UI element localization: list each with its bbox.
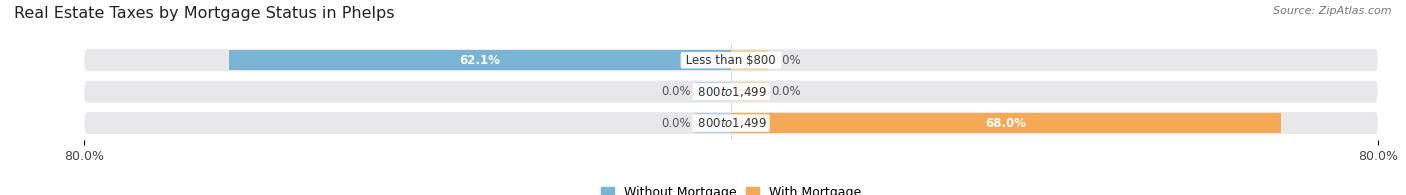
Text: Real Estate Taxes by Mortgage Status in Phelps: Real Estate Taxes by Mortgage Status in … xyxy=(14,6,395,21)
Bar xyxy=(229,51,731,70)
Text: $800 to $1,499: $800 to $1,499 xyxy=(695,85,768,99)
Text: Source: ZipAtlas.com: Source: ZipAtlas.com xyxy=(1274,6,1392,16)
Bar xyxy=(731,82,768,101)
Text: $800 to $1,499: $800 to $1,499 xyxy=(695,116,768,130)
Bar xyxy=(695,82,731,101)
Bar xyxy=(731,51,768,70)
Text: 0.0%: 0.0% xyxy=(661,117,690,130)
FancyBboxPatch shape xyxy=(84,49,1378,71)
Text: 0.0%: 0.0% xyxy=(772,54,801,67)
Legend: Without Mortgage, With Mortgage: Without Mortgage, With Mortgage xyxy=(596,181,866,195)
Bar xyxy=(695,113,731,133)
Text: 0.0%: 0.0% xyxy=(772,85,801,98)
Text: 0.0%: 0.0% xyxy=(661,85,690,98)
Text: Less than $800: Less than $800 xyxy=(682,54,780,67)
FancyBboxPatch shape xyxy=(84,81,1378,103)
FancyBboxPatch shape xyxy=(84,112,1378,134)
Text: 62.1%: 62.1% xyxy=(460,54,501,67)
Text: 68.0%: 68.0% xyxy=(986,117,1026,130)
Bar xyxy=(731,113,1281,133)
